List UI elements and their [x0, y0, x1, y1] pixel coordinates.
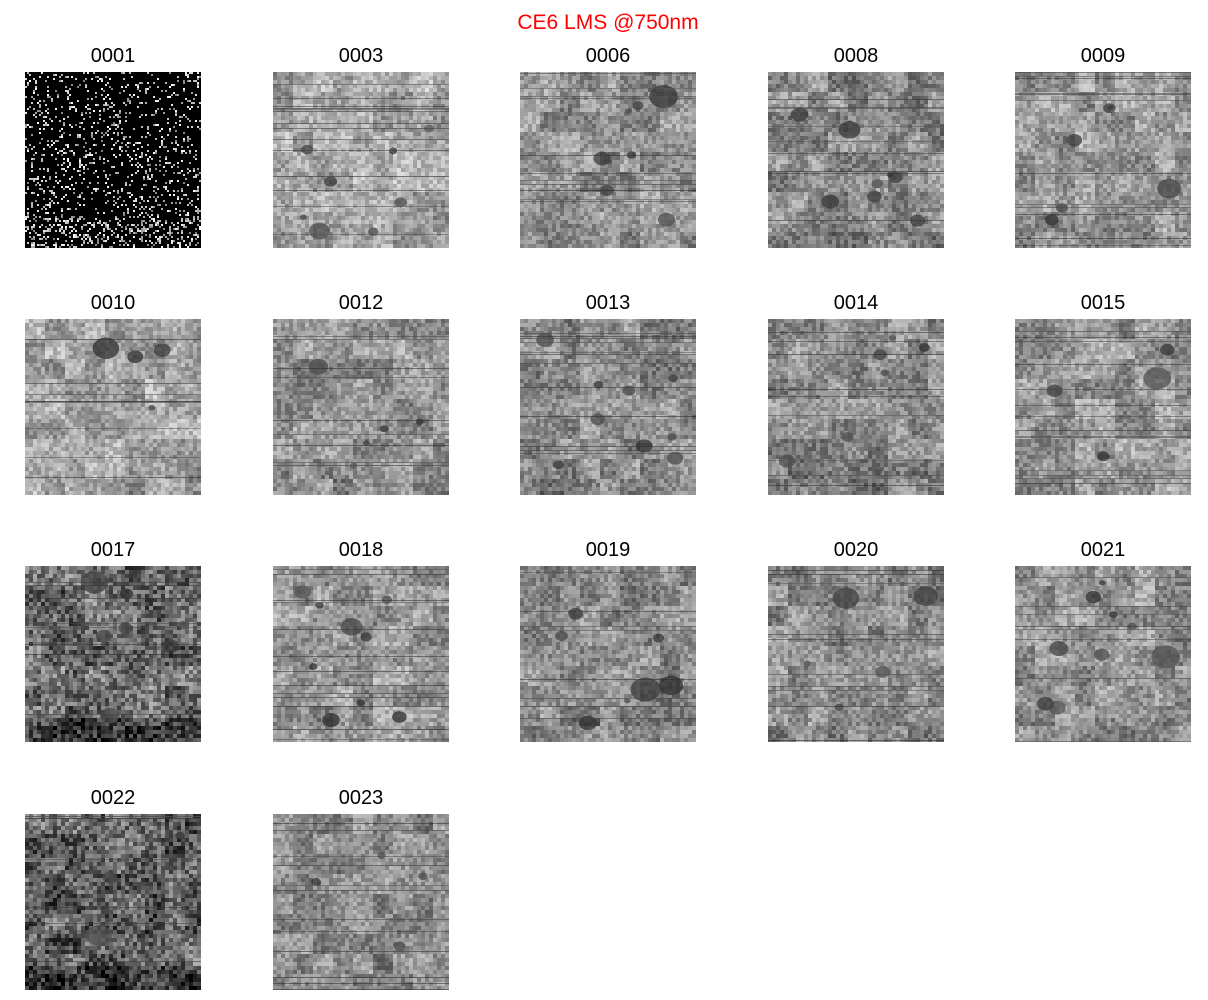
lunar-surface-image	[1015, 319, 1191, 495]
panel-label: 0018	[273, 538, 449, 562]
lunar-surface-image	[273, 814, 449, 990]
panel-label: 0014	[768, 291, 944, 315]
panel-label: 0017	[25, 538, 201, 562]
panel-label: 0023	[273, 786, 449, 810]
figure-title: CE6 LMS @750nm	[0, 10, 1208, 36]
noise-image	[25, 72, 201, 248]
panel-label: 0006	[520, 44, 696, 68]
panel-label: 0003	[273, 44, 449, 68]
panel-label: 0022	[25, 786, 201, 810]
panel-label: 0019	[520, 538, 696, 562]
lunar-surface-image	[768, 72, 944, 248]
panel-label: 0001	[25, 44, 201, 68]
panel-label: 0020	[768, 538, 944, 562]
lunar-surface-image	[1015, 566, 1191, 742]
lunar-surface-image	[520, 319, 696, 495]
panel-label: 0009	[1015, 44, 1191, 68]
panel-label: 0008	[768, 44, 944, 68]
lunar-surface-image	[768, 319, 944, 495]
panel-label: 0013	[520, 291, 696, 315]
panel-label: 0021	[1015, 538, 1191, 562]
lunar-surface-image	[768, 566, 944, 742]
lunar-surface-image	[25, 814, 201, 990]
lunar-surface-image	[273, 72, 449, 248]
lunar-surface-image	[273, 319, 449, 495]
lunar-surface-image	[25, 319, 201, 495]
panel-label: 0015	[1015, 291, 1191, 315]
lunar-surface-image	[273, 566, 449, 742]
lunar-surface-image	[25, 566, 201, 742]
lunar-surface-image	[520, 566, 696, 742]
panel-label: 0012	[273, 291, 449, 315]
lunar-surface-image	[520, 72, 696, 248]
lunar-surface-image	[1015, 72, 1191, 248]
panel-label: 0010	[25, 291, 201, 315]
